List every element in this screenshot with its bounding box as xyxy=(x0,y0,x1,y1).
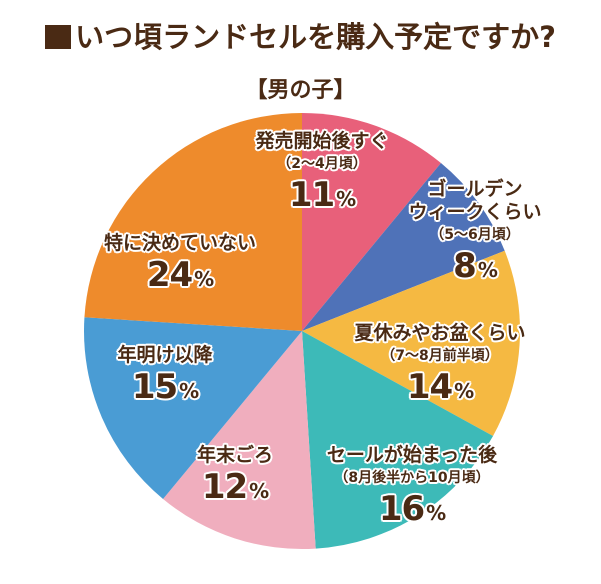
slice-percent: 16% xyxy=(378,489,446,529)
pie-slice xyxy=(302,113,441,331)
slice-percent: 14% xyxy=(406,367,474,407)
chart-subtitle: 【男の子】 xyxy=(245,78,356,103)
title-square-marker xyxy=(45,25,72,49)
pie-slice xyxy=(84,317,303,499)
chart-title: いつ頃ランドセルを購入予定ですか? xyxy=(0,14,601,56)
slice-label-golden-week: ゴールデン ウィークくらい （5～6月頃） 8% xyxy=(380,178,570,290)
slice-label-new-year: 年明け以降 15% xyxy=(95,344,235,411)
slice-percent: 24% xyxy=(146,255,214,295)
pie-slice xyxy=(163,331,316,549)
slice-name: セールが始まった後 xyxy=(326,444,498,466)
slice-label-summer: 夏休みやお盆くらい （7～8月前半頃） 14% xyxy=(330,322,550,411)
slice-label-year-end: 年末ごろ 12% xyxy=(180,444,290,511)
pie-slice xyxy=(302,331,494,549)
slice-period: （8月後半から10月頃） xyxy=(334,470,490,486)
slice-name: 発売開始後すぐ xyxy=(255,130,389,152)
chart-title-text: いつ頃ランドセルを購入予定ですか? xyxy=(75,20,556,54)
slice-label-after-sale: セールが始まった後 （8月後半から10月頃） 16% xyxy=(302,444,522,533)
slice-name: 特に決めていない xyxy=(103,232,256,254)
slice-period: （7～8月前半頃） xyxy=(381,348,499,364)
slice-label-sale-start: 発売開始後すぐ （2～4月頃） 11% xyxy=(222,130,422,219)
slice-label-undecided: 特に決めていない 24% xyxy=(80,232,280,299)
slice-name-line1: ゴールデン xyxy=(427,178,523,200)
slice-name-line2: ウィークくらい xyxy=(408,201,542,223)
slice-period: （5～6月頃） xyxy=(430,227,520,243)
slice-name: 年末ごろ xyxy=(196,444,273,466)
slice-percent: 12% xyxy=(201,467,269,507)
slice-percent: 11% xyxy=(288,175,356,215)
slice-percent: 8% xyxy=(453,246,498,286)
slice-name: 年明け以降 xyxy=(117,344,213,366)
pie-slice xyxy=(84,113,302,331)
slice-percent: 15% xyxy=(131,367,199,407)
slice-period: （2～4月頃） xyxy=(277,156,367,172)
pie-slice xyxy=(302,250,520,437)
slice-name: 夏休みやお盆くらい xyxy=(354,322,526,344)
pie-slice xyxy=(302,163,505,331)
